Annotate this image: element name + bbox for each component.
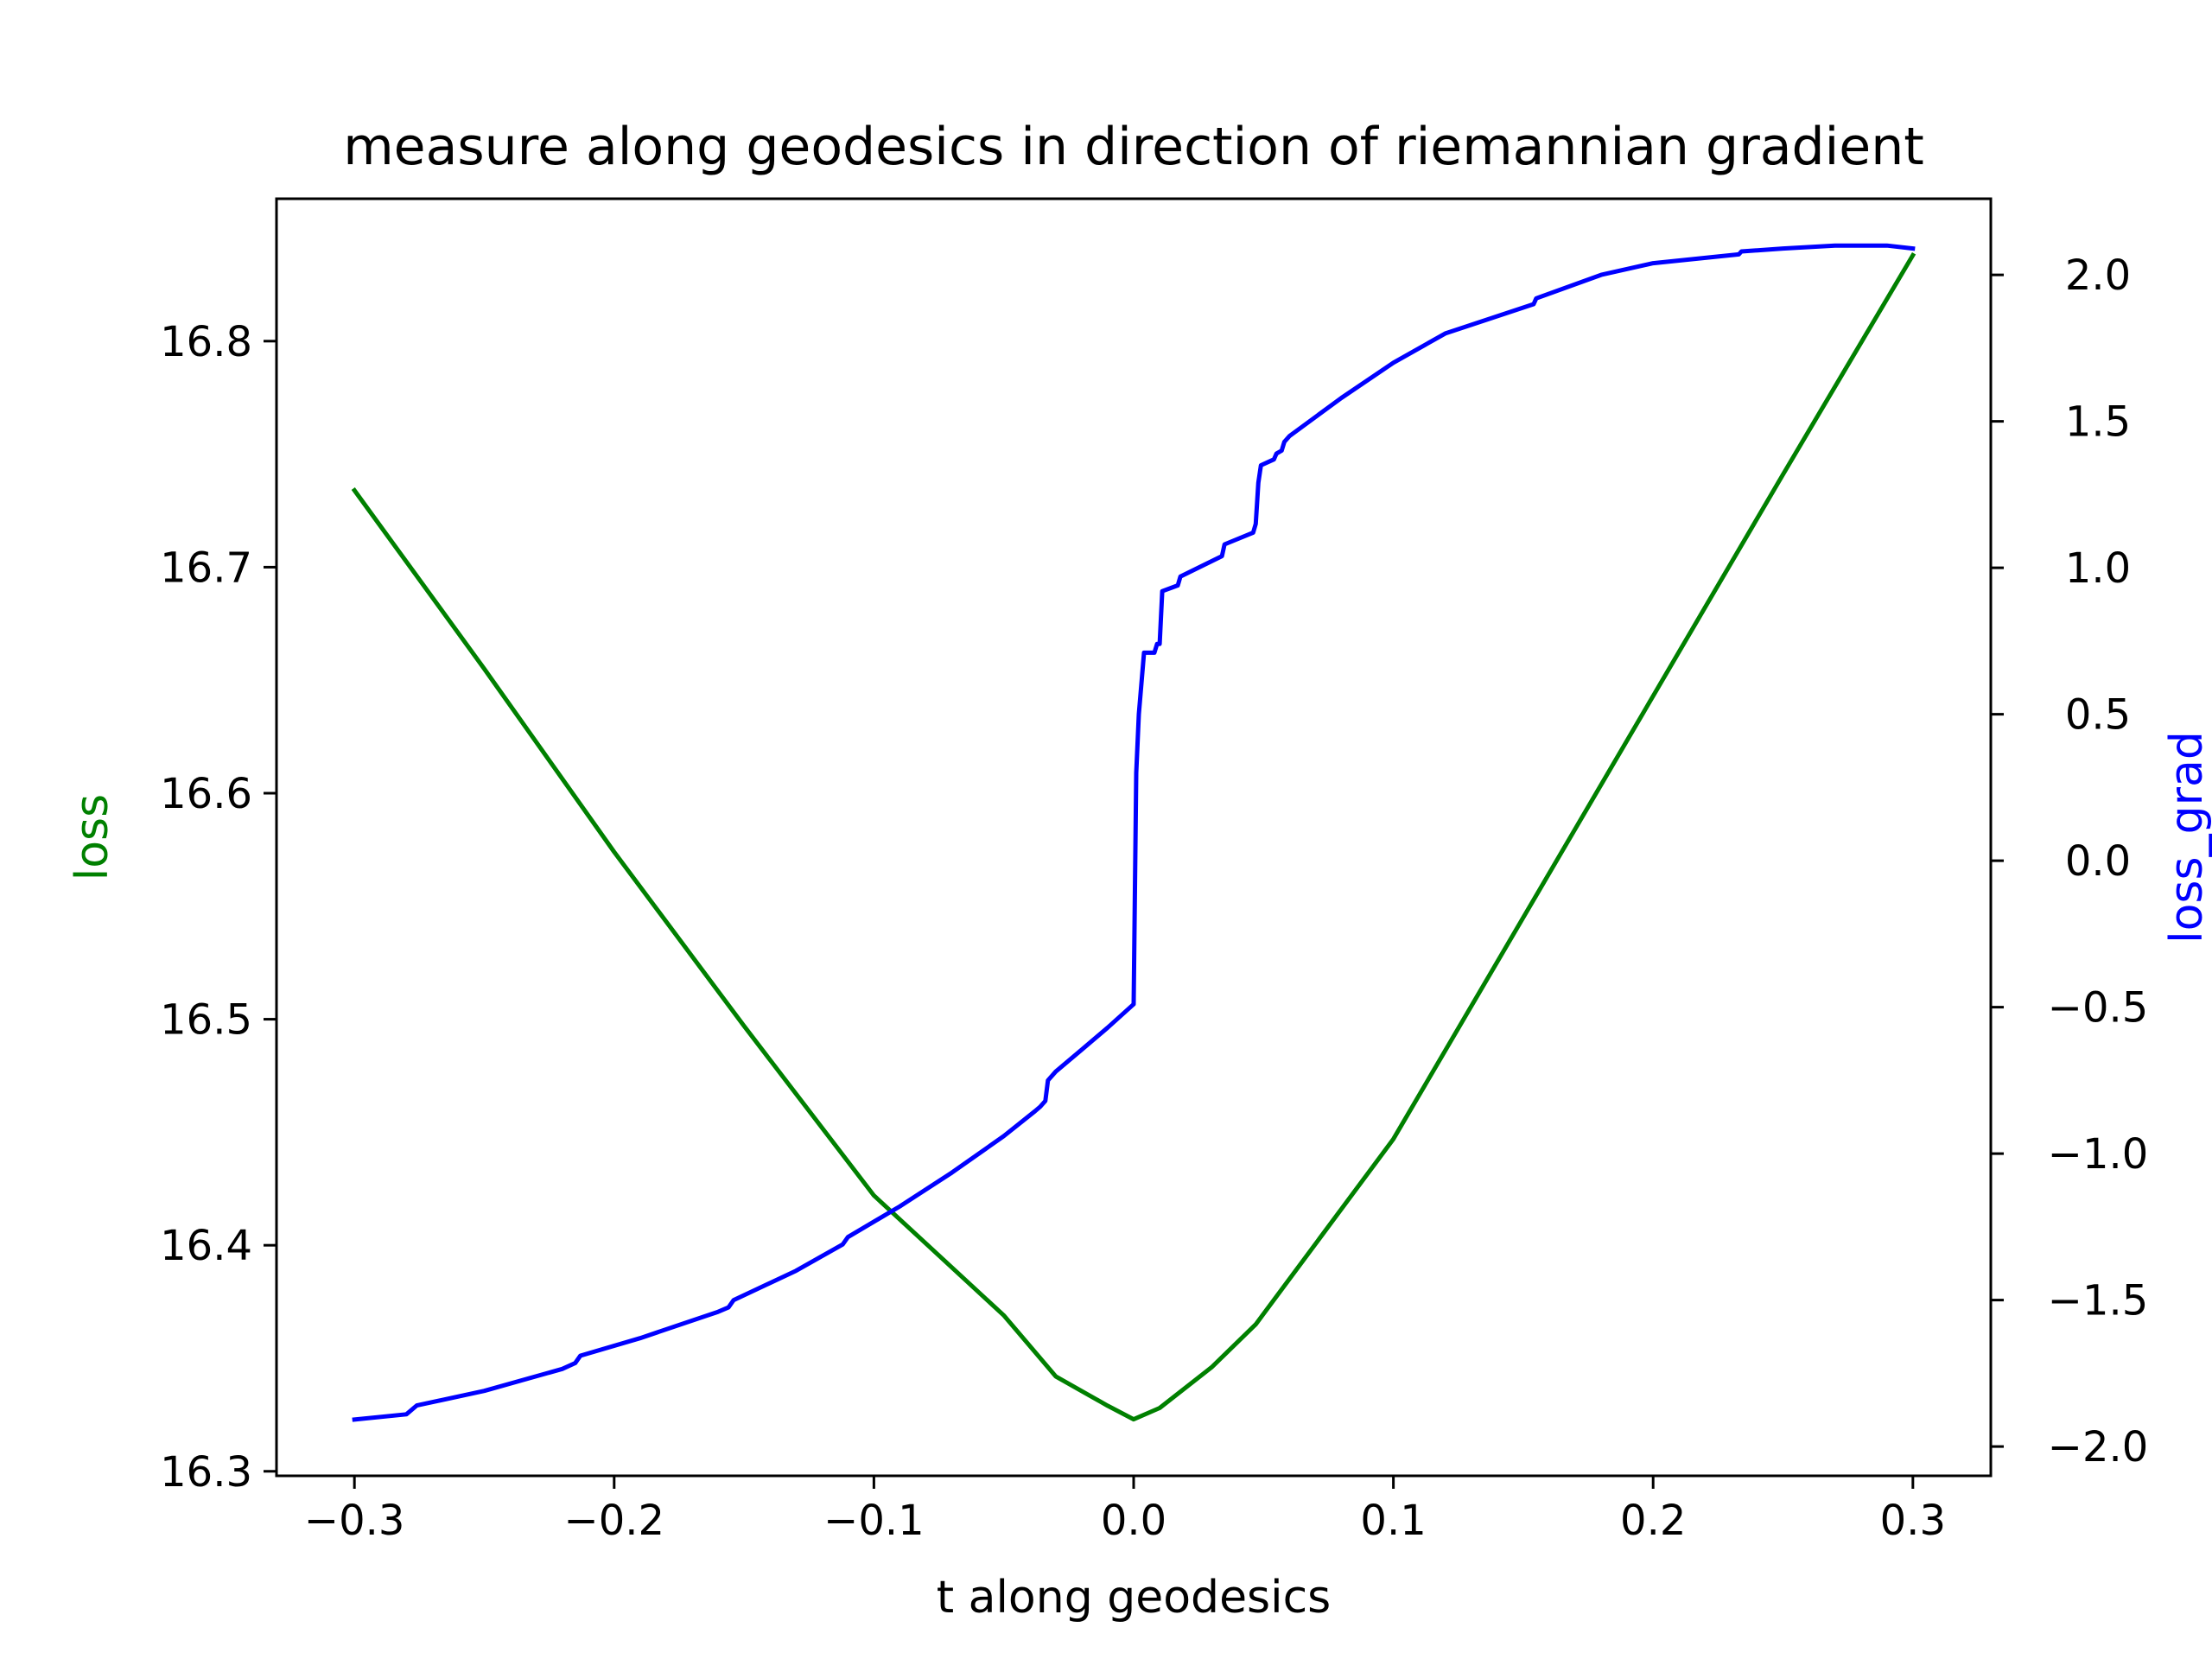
series-layer [351,243,1916,1422]
y-right-tick-label: 1.0 [2065,544,2131,593]
x-tick-label: −0.3 [304,1497,405,1545]
y-left-tick-label: 16.8 [160,318,252,366]
x-tick-label: 0.2 [1620,1497,1686,1545]
y-left-tick-label: 16.7 [160,543,252,592]
y-right-tick-label: 1.5 [2065,398,2131,447]
x-tick-label: −0.1 [823,1497,925,1545]
loss-grad-line [352,243,1916,1422]
x-tick-label: 0.3 [1880,1497,1946,1545]
loss-line [351,251,1916,1422]
y-left-tick-label: 16.4 [160,1222,252,1270]
y-right-tick-label: 2.0 [2065,251,2131,300]
y-axis-left-label: loss [67,794,118,880]
y-axis-right-label: loss_grad [2161,731,2212,944]
y-axis-left: 16.3 16.4 16.5 16.6 16.7 16.8 [160,318,276,1497]
x-tick-label: 0.0 [1101,1497,1166,1545]
y-right-tick-label: 0.0 [2065,837,2131,886]
x-tick-label: 0.1 [1360,1497,1426,1545]
y-left-tick-label: 16.3 [160,1448,252,1497]
x-axis-label: t along geodesics [937,1572,1332,1624]
chart-title: measure along geodesics in direction of … [343,117,1924,177]
y-right-tick-label: −0.5 [2048,984,2149,1033]
y-left-tick-label: 16.6 [160,770,252,818]
y-left-tick-label: 16.5 [160,996,252,1045]
y-right-tick-label: 0.5 [2065,691,2131,740]
x-tick-label: −0.2 [564,1497,665,1545]
y-right-tick-label: −1.5 [2048,1277,2149,1325]
y-right-tick-label: −1.0 [2048,1130,2149,1179]
y-right-tick-label: −2.0 [2048,1423,2149,1471]
y-axis-right: −2.0 −1.5 −1.0 −0.5 0.0 0.5 1.0 1.5 2.0 [1991,251,2148,1471]
x-axis: −0.3 −0.2 −0.1 0.0 0.1 0.2 0.3 [304,1476,1946,1545]
